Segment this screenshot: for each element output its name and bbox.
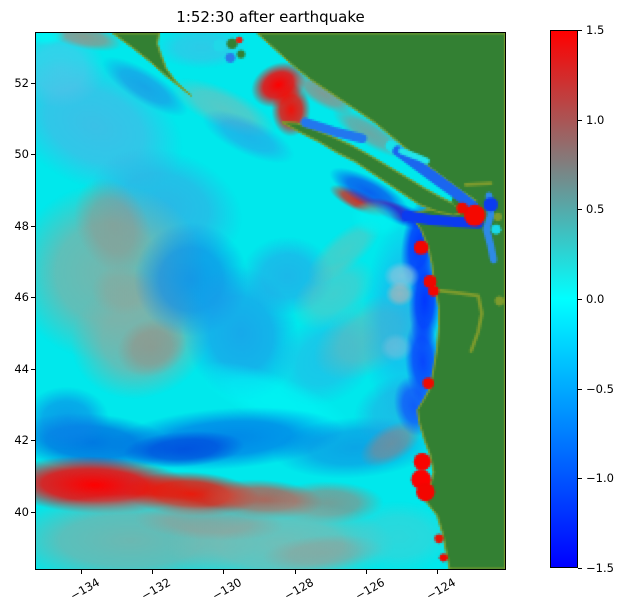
- colorbar-tick-label: −0.5: [586, 381, 614, 396]
- colorbar-tickmark: [578, 388, 582, 390]
- colorbar-tickmark: [578, 568, 582, 569]
- x-axis-tick-label: −132: [138, 575, 173, 603]
- x-axis-tickmark: [223, 570, 225, 574]
- colorbar-tickmark: [578, 209, 582, 211]
- colorbar-tick-label: −1.5: [586, 561, 614, 575]
- y-axis-tick-label: 48: [14, 218, 29, 233]
- colorbar-tick-label: 0.0: [586, 292, 605, 306]
- x-axis-tickmark: [437, 570, 439, 574]
- x-axis-tick-label: −126: [352, 575, 387, 603]
- y-axis-tickmark: [31, 368, 35, 370]
- y-axis-tickmark: [31, 83, 35, 85]
- colorbar-tickmark: [578, 478, 582, 480]
- colorbar-tick-label: −1.0: [586, 471, 614, 486]
- y-axis-tick-label: 40: [14, 504, 29, 519]
- y-axis-tick-label: 50: [14, 147, 29, 162]
- map-canvas: [36, 33, 505, 569]
- y-axis-tickmark: [31, 225, 35, 227]
- y-axis-tickmark: [31, 440, 35, 442]
- y-axis-tickmark: [31, 154, 35, 156]
- x-axis-tickmark: [294, 570, 296, 574]
- y-axis-tick-label: 44: [14, 361, 29, 376]
- y-axis-tickmark: [31, 297, 35, 299]
- y-axis-tick-label: 52: [14, 76, 29, 91]
- x-axis-tickmark: [80, 570, 82, 574]
- x-axis-tick-label: −134: [67, 575, 102, 603]
- colorbar-tick-label: 1.5: [586, 23, 605, 37]
- x-axis-tick-label: −130: [209, 575, 245, 603]
- x-axis-tickmark: [151, 570, 153, 574]
- colorbar-tickmark: [578, 299, 582, 300]
- y-axis-tick-label: 42: [14, 433, 29, 448]
- colorbar-tick-label: 0.5: [586, 202, 605, 217]
- y-axis-tick-label: 46: [14, 290, 29, 305]
- plot-area: [35, 32, 506, 570]
- x-axis-tick-label: −124: [423, 575, 459, 603]
- plot-title: 1:52:30 after earthquake: [176, 8, 365, 26]
- colorbar: [550, 30, 578, 568]
- x-axis-tickmark: [365, 570, 367, 574]
- x-axis-tick-label: −128: [281, 575, 316, 603]
- colorbar-tickmark: [578, 30, 582, 31]
- colorbar-tick-label: 1.0: [586, 112, 605, 127]
- y-axis-tickmark: [31, 511, 35, 513]
- colorbar-tickmark: [578, 119, 582, 121]
